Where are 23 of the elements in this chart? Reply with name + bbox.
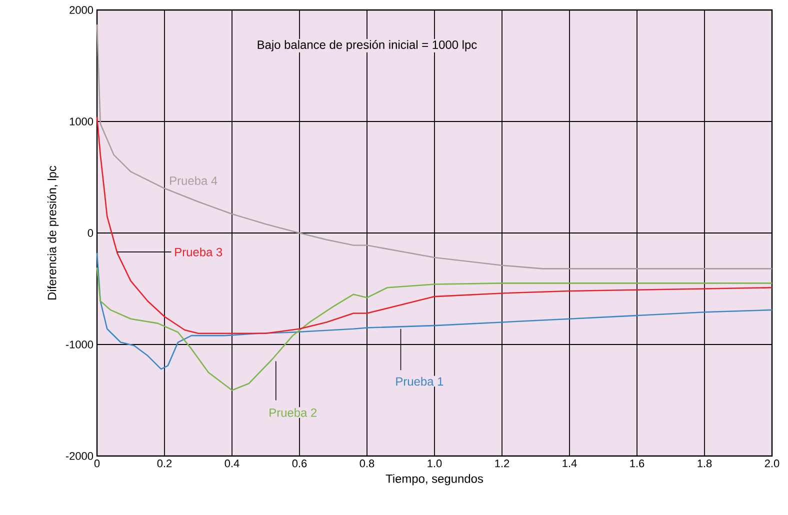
x-tick-label: 0.4 [224, 460, 240, 468]
text: Prueba 1 [396, 376, 444, 386]
x-tick-label: 0.2 [157, 460, 172, 468]
x-tick-label: 1.6 [630, 460, 644, 468]
x-tick-label: 1.2 [495, 460, 510, 468]
y-tick-label: -2000 [66, 452, 94, 460]
text: Prueba 2 [270, 408, 317, 417]
y-axis-title: Diferencia de presión, lpc [47, 166, 59, 300]
annotation: Bajo balance de presión inicial = 1000 lpc [258, 40, 477, 52]
y-tick-label: -1000 [66, 340, 94, 348]
x-tick-label: 0 [94, 460, 100, 468]
text: Prueba 3 [175, 248, 222, 256]
y-tick-label: 0 [88, 229, 94, 237]
x-tick-label: 0.8 [360, 460, 374, 468]
x-tick-label: 1.8 [698, 460, 712, 468]
x-tick-label: 0.6 [292, 460, 307, 468]
x-tick-label: 1.0 [428, 460, 442, 468]
x-tick-label: 2.0 [764, 460, 780, 468]
x-axis-title: Tiempo, segundos [386, 474, 484, 486]
y-tick-label: 2000 [70, 6, 94, 14]
x-tick-label: 1.4 [562, 460, 577, 468]
y-tick-label: 1000 [70, 118, 94, 126]
series-label: Prueba 4 [170, 176, 218, 185]
